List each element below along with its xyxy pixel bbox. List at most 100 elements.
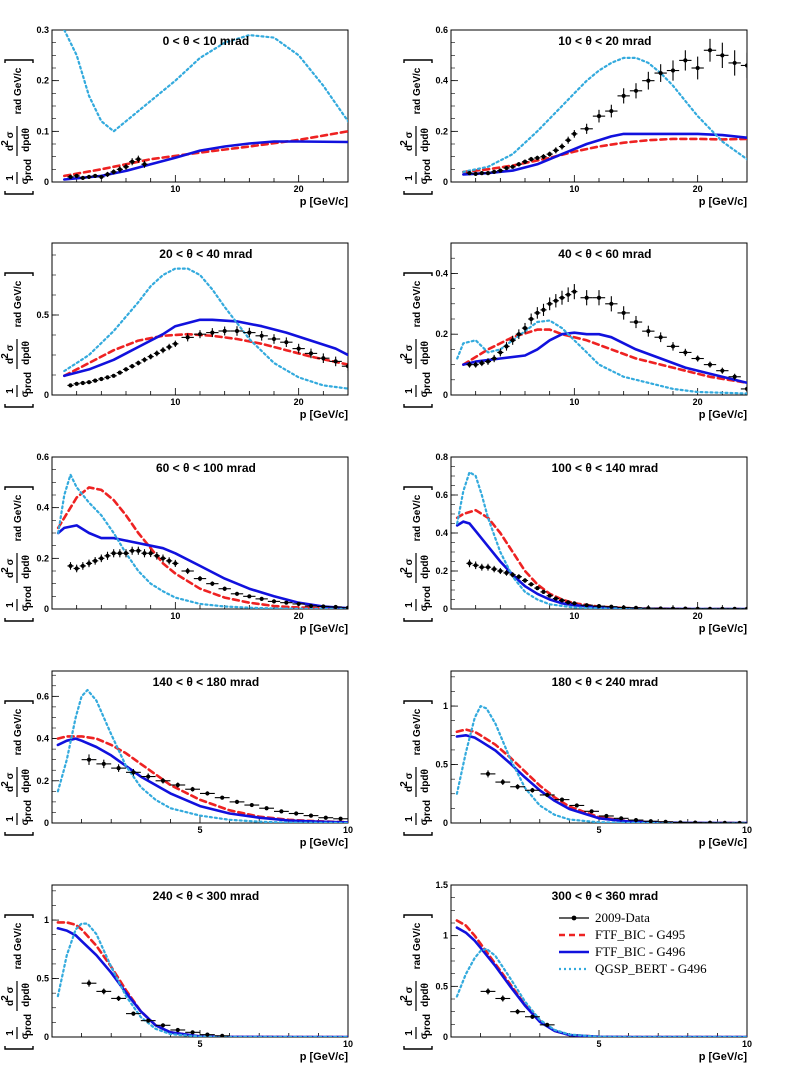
data-point [345,605,348,609]
data-point [566,138,571,143]
ylabel-one: 1 [5,175,16,181]
data-point [105,553,110,558]
data-point [621,93,626,98]
ylabel-sigma-prod: σ [20,818,31,825]
data-point [619,816,624,821]
y-tick-label: 0.6 [435,490,448,500]
data-point [547,301,552,306]
ylabel-sigma-prod: σ [419,390,430,397]
data-point [259,333,264,338]
data-point [566,600,571,605]
data-point [744,606,747,609]
series-line-qgsp [455,947,747,1037]
plot-frame [51,670,349,824]
data-point [86,561,92,566]
y-tick-label: 0 [443,390,448,400]
y-tick-label: 0 [443,1032,448,1042]
data-point [321,356,326,361]
ylabel-sigma-prod: σ [20,177,31,184]
chart-title: 40 < θ < 60 mrad [558,247,651,261]
y-tick-label: 0.2 [435,329,448,339]
ylabel-dpdtheta: dpdθ [21,769,32,793]
ylabel-sup2: 2 [399,353,410,359]
data-point [308,603,314,609]
data-point [175,782,180,788]
ylabel-bracket-right [403,486,433,490]
ylabel-prod-sub: prod [23,586,34,608]
data-point [522,578,528,583]
data-point [86,981,92,986]
data-point [479,565,484,570]
data-point [131,1011,136,1016]
data-point [529,582,534,587]
data-point [695,606,700,609]
ylabel-bracket-right [403,914,433,918]
y-tick-label: 0.5 [435,760,448,770]
ylabel-bracket-right [4,486,34,490]
series-line-ftf_g495 [63,130,348,178]
data-point [485,989,491,994]
data-point [621,310,626,316]
data-point [271,599,277,604]
data-point [566,292,571,297]
data-point [308,813,314,818]
data-point [678,820,683,823]
ylabel-prod-sub: prod [23,159,34,181]
y-tick-label: 0 [443,604,448,614]
data-point [596,295,602,300]
ylabel-units: rad GeV/c [13,708,24,755]
data-point [559,295,565,300]
plot-area [56,688,348,823]
data-point [123,551,129,556]
data-point [515,1009,520,1014]
data-point [646,329,651,334]
data-point [492,356,497,361]
ylabel-d: d [5,786,16,792]
plot-frame [51,29,349,183]
x-tick-label: 20 [294,397,304,407]
data-point [658,70,663,76]
data-point [720,368,725,373]
ylabel-one: 1 [404,1030,415,1036]
data-point [553,148,558,153]
ylabel-sigma: σ [5,131,16,138]
chart-title: 0 < θ < 10 mrad [163,34,250,48]
ylabel-one: 1 [404,388,415,394]
ylabel-bracket-right [4,700,34,704]
ylabel-prod-sub: prod [23,1014,34,1036]
data-point [142,162,147,167]
ylabel-units: rad GeV/c [13,280,24,327]
data-point [744,63,747,68]
data-point [535,586,540,591]
ylabel-dpdtheta: dpdθ [21,341,32,365]
data-point [80,380,85,386]
data-point [222,328,227,334]
ylabel-sigma: σ [5,772,16,779]
data-point [296,601,301,607]
chart-title: 300 < θ < 360 mrad [552,889,659,903]
data-point [279,809,284,814]
series-line-ftf_g496 [462,331,747,385]
data-point [670,68,676,73]
data-point [609,604,614,609]
x-axis-label: p [GeV/c] [699,623,748,635]
data-point [116,996,121,1001]
ylabel-sigma: σ [404,772,415,779]
x-axis-label: p [GeV/c] [699,196,748,208]
x-tick-label: 5 [197,825,202,835]
ylabel-d: d [404,1000,415,1006]
y-tick-label: 0 [44,818,49,828]
data-point [541,589,546,595]
ylabel-dpdtheta: dpdθ [420,341,431,365]
data-point [234,799,240,804]
data-point [205,791,210,796]
data-point [148,551,153,556]
ylabel-one: 1 [404,602,415,608]
ylabel-bracket-right [403,272,433,276]
